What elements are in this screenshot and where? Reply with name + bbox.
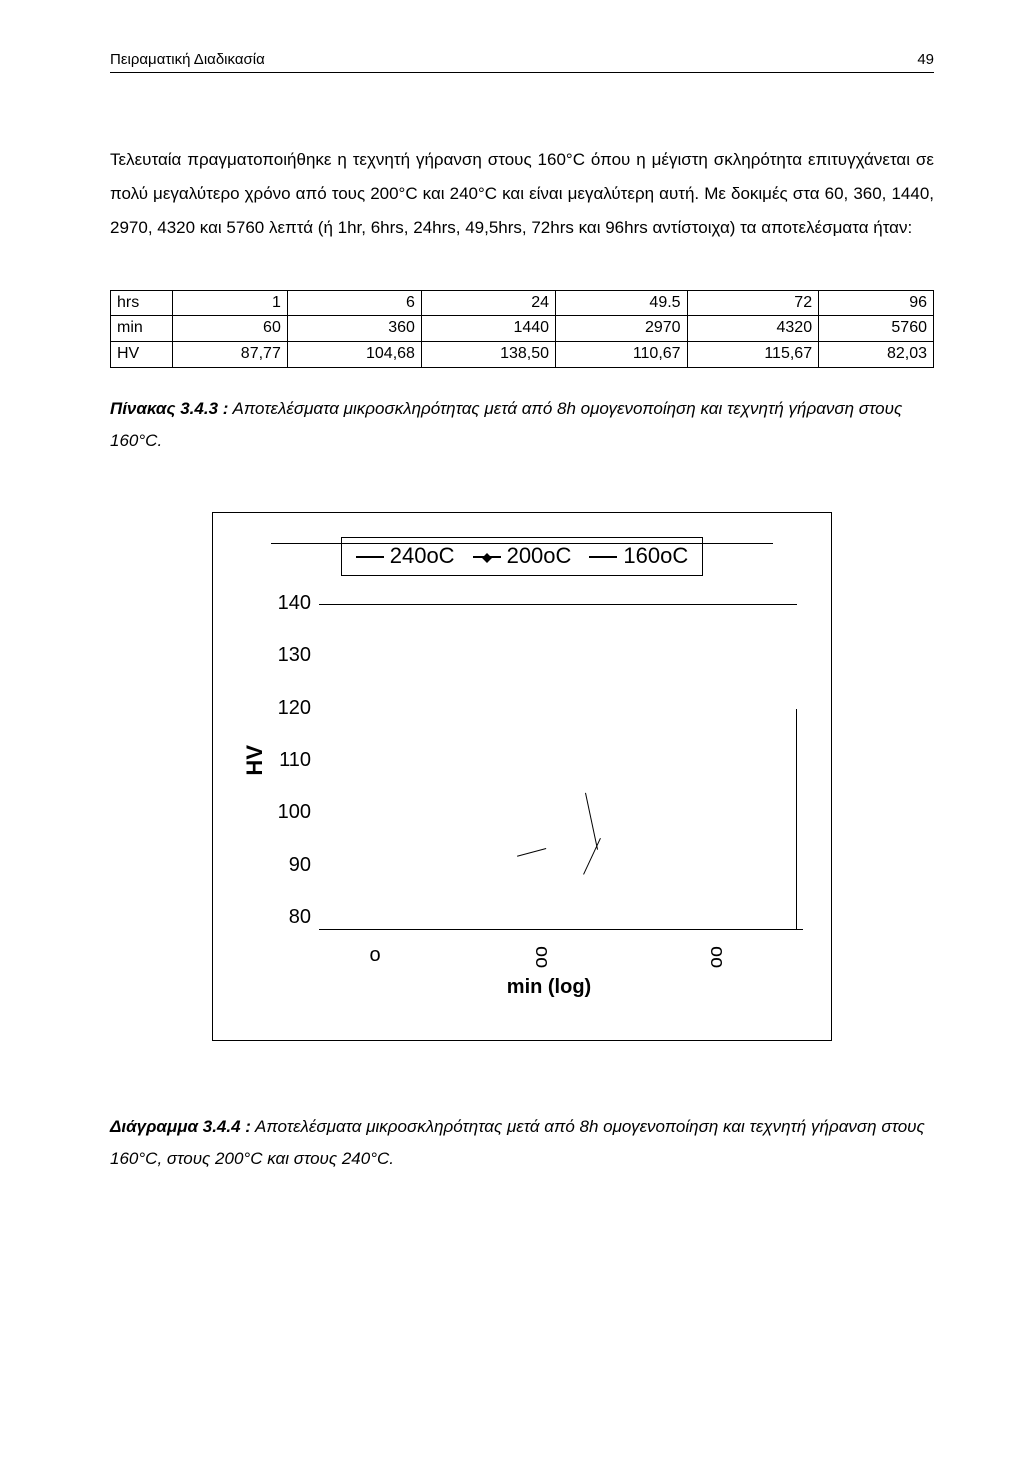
section-title: Πειραματική Διαδικασία [110,50,265,70]
row-label: hrs [111,290,173,316]
chart-border [796,709,797,929]
row-label: HV [111,342,173,368]
body-paragraph: Τελευταία πραγματοποιήθηκε η τεχνητή γήρ… [110,143,934,245]
line-icon [589,556,617,558]
figure-caption: Διάγραμμα 3.4.4 : Αποτελέσματα μικροσκλη… [110,1111,934,1176]
table-caption-lead: Πίνακας 3.4.3 : [110,399,228,418]
chart-legend: 240oC 200oC 160oC [341,537,704,576]
line-icon [356,556,384,558]
y-axis-ticks: 140 130 120 110 100 90 80 [278,590,319,930]
table-caption: Πίνακας 3.4.3 : Αποτελέσματα μικροσκληρό… [110,393,934,458]
y-axis-label: HV [241,745,270,776]
table-row: min 60 360 1440 2970 4320 5760 [111,316,934,342]
row-label: min [111,316,173,342]
chart-line-fragment [583,838,613,880]
chart-gridline [319,604,797,605]
chart-plot-area [319,590,803,930]
page-header: Πειραματική Διαδικασία 49 [110,50,934,73]
table-caption-text: Αποτελέσματα μικροσκληρότητας μετά από 8… [110,399,902,450]
chart-container: 240oC 200oC 160oC HV 140 130 120 110 100… [212,512,832,1041]
x-axis-ticks: ο οο οο [295,942,803,968]
line-marker-icon [473,556,501,558]
figure-caption-lead: Διάγραμμα 3.4.4 : [110,1117,251,1136]
page-number: 49 [917,50,934,70]
x-axis-label: min (log) [295,974,803,1000]
results-table: hrs 1 6 24 49.5 72 96 min 60 360 1440 29… [110,290,934,368]
table-row: HV 87,77 104,68 138,50 110,67 115,67 82,… [111,342,934,368]
chart-line-fragment [517,848,550,869]
table-row: hrs 1 6 24 49.5 72 96 [111,290,934,316]
